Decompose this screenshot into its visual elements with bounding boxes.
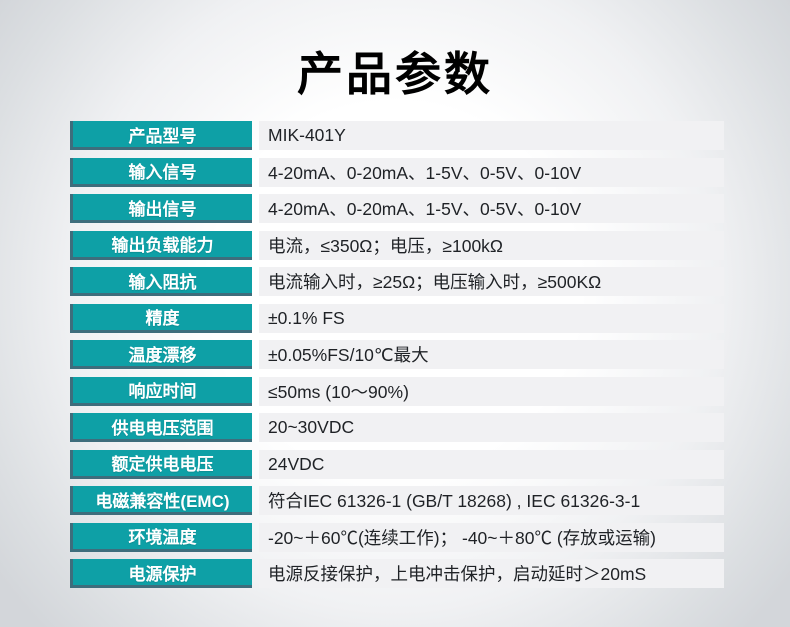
spec-gap	[252, 413, 259, 442]
spec-value: 电流，≤350Ω；电压，≥100kΩ	[259, 230, 724, 260]
spec-row: 输出信号 4-20mA、0-20mA、1-5V、0-5V、0-10V	[70, 194, 724, 223]
spec-gap	[252, 194, 259, 223]
spec-gap	[252, 523, 259, 552]
spec-gap	[252, 267, 259, 296]
spec-label: 电源保护	[70, 559, 252, 588]
spec-label: 输入信号	[70, 157, 252, 187]
spec-gap	[252, 340, 259, 369]
spec-row: 输入信号 4-20mA、0-20mA、1-5V、0-5V、0-10V	[70, 157, 724, 187]
spec-label: 输出负载能力	[70, 230, 252, 260]
spec-label: 产品型号	[70, 121, 252, 150]
spec-row: 响应时间 ≤50ms (10～90%)	[70, 376, 724, 406]
spec-value: ≤50ms (10～90%)	[259, 376, 724, 406]
spec-label: 环境温度	[70, 522, 252, 552]
spec-value: 电流输入时，≥25Ω；电压输入时，≥500KΩ	[259, 267, 724, 296]
spec-value: MIK-401Y	[259, 121, 724, 150]
spec-row: 电源保护 电源反接保护，上电冲击保护，启动延时＞20mS	[70, 559, 724, 588]
spec-label: 输入阻抗	[70, 267, 252, 296]
spec-label: 精度	[70, 303, 252, 333]
spec-value: ±0.1% FS	[259, 303, 724, 333]
spec-value: 4-20mA、0-20mA、1-5V、0-5V、0-10V	[259, 194, 724, 223]
spec-value: 4-20mA、0-20mA、1-5V、0-5V、0-10V	[259, 157, 724, 187]
spec-label: 温度漂移	[70, 340, 252, 369]
page-title: 产品参数	[297, 48, 493, 100]
spec-gap	[252, 450, 259, 479]
spec-label: 电磁兼容性(EMC)	[70, 486, 252, 515]
spec-value: 20~30VDC	[259, 413, 724, 442]
spec-value: ±0.05%FS/10℃最大	[259, 340, 724, 369]
spec-row: 温度漂移 ±0.05%FS/10℃最大	[70, 340, 724, 369]
spec-gap	[252, 231, 259, 260]
spec-value: 24VDC	[259, 449, 724, 479]
spec-row: 输入阻抗 电流输入时，≥25Ω；电压输入时，≥500KΩ	[70, 267, 724, 296]
spec-gap	[252, 304, 259, 333]
spec-row: 供电电压范围 20~30VDC	[70, 413, 724, 442]
spec-row: 环境温度 -20~＋60℃(连续工作)； -40~＋80℃ (存放或运输)	[70, 522, 724, 552]
spec-value: 电源反接保护，上电冲击保护，启动延时＞20mS	[259, 559, 724, 588]
spec-gap	[252, 121, 259, 150]
spec-value: -20~＋60℃(连续工作)； -40~＋80℃ (存放或运输)	[259, 522, 724, 552]
spec-row: 额定供电电压 24VDC	[70, 449, 724, 479]
spec-gap	[252, 559, 259, 588]
spec-label: 输出信号	[70, 194, 252, 223]
spec-label: 供电电压范围	[70, 413, 252, 442]
spec-row: 输出负载能力 电流，≤350Ω；电压，≥100kΩ	[70, 230, 724, 260]
spec-gap	[252, 377, 259, 406]
spec-gap	[252, 158, 259, 187]
spec-table: 产品型号 MIK-401Y 输入信号 4-20mA、0-20mA、1-5V、0-…	[70, 121, 724, 588]
spec-label: 响应时间	[70, 376, 252, 406]
spec-label: 额定供电电压	[70, 449, 252, 479]
spec-row: 精度 ±0.1% FS	[70, 303, 724, 333]
spec-row: 产品型号 MIK-401Y	[70, 121, 724, 150]
spec-row: 电磁兼容性(EMC) 符合IEC 61326-1 (GB/T 18268) , …	[70, 486, 724, 515]
spec-value: 符合IEC 61326-1 (GB/T 18268) , IEC 61326-3…	[259, 486, 724, 515]
spec-gap	[252, 486, 259, 515]
